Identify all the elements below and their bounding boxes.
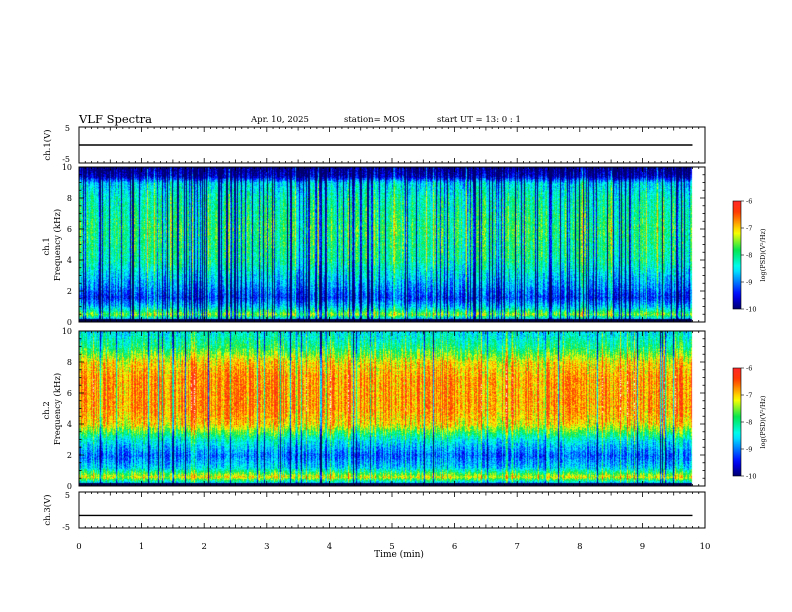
freq-tick-label: 6 xyxy=(67,225,72,234)
colorbar-tick-label: -8 xyxy=(746,419,752,427)
colorbar-scale xyxy=(732,367,742,477)
station-label: station= MOS xyxy=(344,115,405,125)
time-tick-label: 0 xyxy=(76,542,81,552)
time-tick-label: 4 xyxy=(327,542,332,552)
time-tick-label: 7 xyxy=(514,542,519,552)
colorbar-tick-label: -10 xyxy=(746,306,756,314)
figure-title: VLF Spectra xyxy=(78,112,152,126)
ch2-freq-tick-labels: 0 2 4 6 8 10 xyxy=(62,327,705,491)
ch2-colorbar: -6 -7 -8 -9 -10 log(PSD)(V²/Hz) xyxy=(732,365,767,481)
ch2-ylabel-line1: ch.2 xyxy=(42,401,52,419)
colorbar-tick-label: -6 xyxy=(746,198,752,206)
ch1-waveform-panel: 5 -5 ch.1(V) xyxy=(42,124,706,164)
freq-tick-label: 4 xyxy=(67,420,72,429)
time-tick-label: 2 xyxy=(201,542,206,552)
ch1-spectrogram-area xyxy=(79,167,705,322)
colorbar-tick-label: -10 xyxy=(746,473,756,481)
freq-tick-label: 0 xyxy=(67,318,72,327)
ch1-colorbar: -6 -7 -8 -9 -10 log(PSD)(V²/Hz) xyxy=(732,198,767,314)
ch1-spectrogram-image xyxy=(79,167,705,322)
ch1-ytick-bottom: -5 xyxy=(62,155,70,164)
ch2-spectrogram-image xyxy=(79,331,705,486)
freq-tick-label: 10 xyxy=(62,163,72,172)
ch1-ytick-top: 5 xyxy=(65,124,70,133)
figure-header: VLF Spectra Apr. 10, 2025 station= MOS s… xyxy=(78,112,521,126)
time-tick-label: 5 xyxy=(389,542,394,552)
ch3-waveform-frame xyxy=(78,491,706,529)
freq-tick-label: 0 xyxy=(67,482,72,491)
ch1-freq-tick-labels: 0 2 4 6 8 10 xyxy=(62,163,705,327)
ch1-spectrogram-ticks xyxy=(78,167,706,322)
freq-tick-label: 2 xyxy=(67,451,72,460)
colorbar-tick-label: -9 xyxy=(746,446,752,454)
ch1-waveform-ylabel: ch.1(V) xyxy=(42,129,53,160)
ch3-waveform-ticks xyxy=(78,492,706,528)
ch2-spectrogram-area xyxy=(79,331,705,486)
time-axis-label: Time (min) xyxy=(374,549,424,560)
freq-tick-label: 10 xyxy=(62,327,72,336)
freq-tick-label: 4 xyxy=(67,256,72,265)
time-tick-label: 1 xyxy=(139,542,144,552)
ch2-freq-ylabel: ch.2 Frequency (kHz) xyxy=(42,373,63,445)
ch3-ytick-bottom: -5 xyxy=(62,523,70,532)
colorbar-label: log(PSD)(V²/Hz) xyxy=(759,395,767,448)
freq-tick-label: 2 xyxy=(67,287,72,296)
time-tick-label: 10 xyxy=(700,542,711,552)
colorbar-tick-label: -8 xyxy=(746,252,752,260)
ch1-waveform-ticks xyxy=(78,127,706,163)
colorbar-tick-label: -9 xyxy=(746,279,752,287)
colorbar-scale xyxy=(732,200,742,310)
ch3-waveform-panel: 5 -5 ch.3(V) xyxy=(42,491,706,532)
start-time-label: start UT = 13: 0 : 1 xyxy=(437,115,521,125)
colorbar-label: log(PSD)(V²/Hz) xyxy=(759,228,767,281)
ch2-spectrogram-ticks xyxy=(78,331,706,486)
time-axis-tick-labels: 0 1 2 3 4 5 6 7 8 9 10 xyxy=(76,542,710,552)
ch3-waveform-ylabel: ch.3(V) xyxy=(42,494,53,525)
freq-tick-label: 8 xyxy=(67,194,72,203)
ch1-spectrogram-panel: 0 2 4 6 8 10 ch.1 Frequency (kHz) -6 -7 -8 -9 -10… xyxy=(42,163,767,327)
ch1-ylabel-line1: ch.1 xyxy=(42,237,52,255)
colorbar-tick-label: -7 xyxy=(746,392,752,400)
colorbar-tick-label: -7 xyxy=(746,225,752,233)
ch3-ytick-top: 5 xyxy=(65,491,70,500)
time-tick-label: 6 xyxy=(452,542,457,552)
date-label: Apr. 10, 2025 xyxy=(250,115,309,125)
freq-tick-label: 6 xyxy=(67,389,72,398)
time-tick-label: 3 xyxy=(264,542,269,552)
colorbar-tick-label: -6 xyxy=(746,365,752,373)
ch2-ylabel-line2: Frequency (kHz) xyxy=(52,373,63,445)
freq-tick-label: 8 xyxy=(67,358,72,367)
ch2-spectrogram-panel: 0 2 4 6 8 10 ch.2 Frequency (kHz) -6 -7 -8 -9 -10… xyxy=(42,327,767,491)
ch1-freq-ylabel: ch.1 Frequency (kHz) xyxy=(42,209,63,281)
time-tick-label: 8 xyxy=(577,542,582,552)
time-tick-label: 9 xyxy=(640,542,645,552)
ch1-ylabel-line2: Frequency (kHz) xyxy=(52,209,63,281)
